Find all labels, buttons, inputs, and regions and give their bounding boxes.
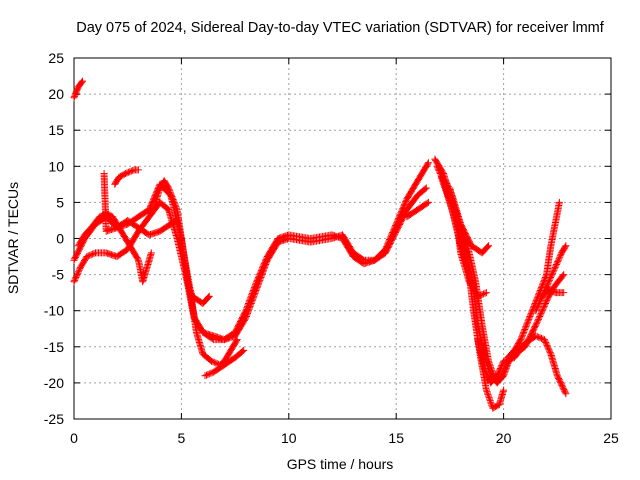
series-track-a bbox=[70, 184, 430, 344]
series-track-q bbox=[504, 198, 563, 362]
y-tick-label: 10 bbox=[48, 158, 64, 174]
y-tick-label: 5 bbox=[56, 194, 64, 210]
series-track-p bbox=[474, 332, 570, 398]
y-tick-label: 0 bbox=[56, 231, 64, 247]
y-tick-label: -20 bbox=[44, 375, 64, 391]
chart-title: Day 075 of 2024, Sidereal Day-to-day VTE… bbox=[76, 20, 605, 36]
y-tick-label: 15 bbox=[48, 122, 64, 138]
y-tick-label: -15 bbox=[44, 339, 64, 355]
series-track-c bbox=[74, 209, 155, 286]
y-tick-label: 20 bbox=[48, 86, 64, 102]
x-tick-label: 15 bbox=[388, 430, 404, 446]
y-tick-label: -5 bbox=[52, 267, 65, 283]
series-track-s bbox=[538, 242, 570, 300]
series-track-j bbox=[403, 198, 432, 221]
x-tick-label: 5 bbox=[178, 430, 186, 446]
series-track-h bbox=[201, 346, 248, 380]
y-tick-label: -10 bbox=[44, 303, 64, 319]
series-track-i bbox=[70, 77, 87, 102]
series-track-g bbox=[182, 271, 213, 307]
axis-ticks: -25 -20 -15 -10 -5 0 5 10 15 20 25 0 5 10 15 20 25 bbox=[44, 50, 619, 446]
series-track-d bbox=[100, 170, 181, 239]
x-tick-label: 25 bbox=[603, 430, 619, 446]
y-tick-label: -25 bbox=[44, 411, 64, 427]
x-tick-label: 0 bbox=[70, 430, 78, 446]
x-axis-label: GPS time / hours bbox=[287, 456, 394, 472]
x-tick-label: 10 bbox=[281, 430, 297, 446]
data-marks bbox=[70, 77, 570, 412]
series-track-e bbox=[111, 166, 142, 188]
y-axis-label: SDTVAR / TECUs bbox=[5, 182, 21, 294]
y-tick-label: 25 bbox=[48, 50, 64, 66]
series-track-o bbox=[446, 184, 490, 300]
x-tick-label: 20 bbox=[496, 430, 512, 446]
